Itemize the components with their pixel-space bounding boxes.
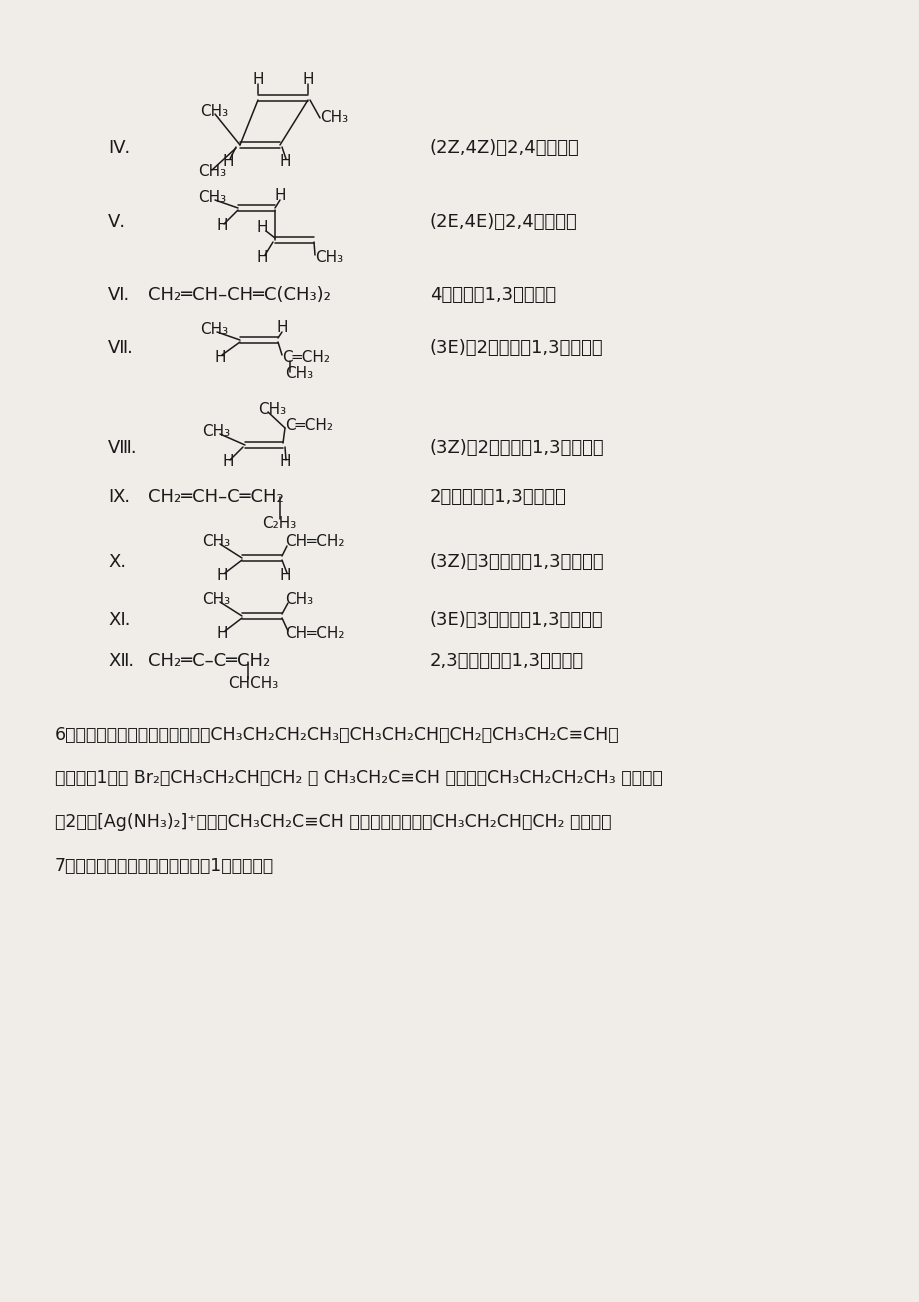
Text: CH═CH₂: CH═CH₂ bbox=[285, 535, 344, 549]
Text: CH₂═CH–C═CH₂: CH₂═CH–C═CH₂ bbox=[148, 488, 283, 506]
Text: 2－乙－基－1,3－丁二烯: 2－乙－基－1,3－丁二烯 bbox=[429, 488, 566, 506]
Text: Ⅸ.: Ⅸ. bbox=[108, 488, 130, 506]
Text: H: H bbox=[279, 155, 290, 169]
Text: C₂H₃: C₂H₃ bbox=[262, 516, 296, 530]
Text: CH₃: CH₃ bbox=[320, 111, 347, 125]
Text: Ⅶ.: Ⅶ. bbox=[108, 339, 134, 357]
Text: Ⅻ.: Ⅻ. bbox=[108, 652, 134, 671]
Text: CH₃: CH₃ bbox=[257, 402, 286, 418]
Text: H: H bbox=[256, 220, 267, 236]
Text: C═CH₂: C═CH₂ bbox=[285, 418, 333, 432]
Text: (3Z)－2－甲基－1,3－戊二烯: (3Z)－2－甲基－1,3－戊二烯 bbox=[429, 439, 604, 457]
Text: C═CH₂: C═CH₂ bbox=[282, 350, 330, 366]
Text: 2,3－二甲基－1,3－丁二烯: 2,3－二甲基－1,3－丁二烯 bbox=[429, 652, 584, 671]
Text: CHCH₃: CHCH₃ bbox=[228, 676, 278, 690]
Text: Ⅹ.: Ⅹ. bbox=[108, 553, 126, 572]
Text: (2Z,4Z)－2,4－乙二烯: (2Z,4Z)－2,4－乙二烯 bbox=[429, 139, 579, 158]
Text: CH₃: CH₃ bbox=[285, 592, 312, 608]
Text: CH₂═C–C═CH₂: CH₂═C–C═CH₂ bbox=[148, 652, 270, 671]
Text: CH₂═CH–CH═C(CH₃)₂: CH₂═CH–CH═C(CH₃)₂ bbox=[148, 286, 331, 303]
Text: 7、以乙炴或丙炴为原料合成：（1）正丙醇。: 7、以乙炴或丙炴为原料合成：（1）正丙醇。 bbox=[55, 857, 274, 875]
Text: H: H bbox=[279, 568, 290, 582]
Text: H: H bbox=[302, 73, 313, 87]
Text: 4－甲基－1,3－戊二烯: 4－甲基－1,3－戊二烯 bbox=[429, 286, 555, 303]
Text: Ⅳ.: Ⅳ. bbox=[108, 139, 130, 158]
Text: H: H bbox=[214, 349, 225, 365]
Text: CH₃: CH₃ bbox=[314, 250, 343, 264]
Text: CH₃: CH₃ bbox=[202, 535, 230, 549]
Text: (3E)－2－甲基－1,3－戊二烯: (3E)－2－甲基－1,3－戊二烯 bbox=[429, 339, 603, 357]
Text: CH₃: CH₃ bbox=[198, 190, 226, 206]
Text: CH₃: CH₃ bbox=[198, 164, 226, 180]
Text: CH₃: CH₃ bbox=[202, 592, 230, 608]
Text: H: H bbox=[274, 189, 286, 203]
Text: H: H bbox=[222, 454, 233, 470]
Text: CH₃: CH₃ bbox=[199, 323, 228, 337]
Text: H: H bbox=[216, 568, 228, 582]
Text: H: H bbox=[216, 219, 228, 233]
Text: H: H bbox=[252, 73, 264, 87]
Text: H: H bbox=[222, 155, 233, 169]
Text: (3Z)－3－甲基－1,3－戊二烯: (3Z)－3－甲基－1,3－戊二烯 bbox=[429, 553, 604, 572]
Text: Ⅴ.: Ⅴ. bbox=[108, 214, 126, 230]
Text: Ⅺ.: Ⅺ. bbox=[108, 611, 130, 629]
Text: （2）用[Ag(NH₃)₂]⁺溶液，CH₃CH₂C≡CH 可生成白色沉淠，CH₃CH₂CH＝CH₂ 不反应。: （2）用[Ag(NH₃)₂]⁺溶液，CH₃CH₂C≡CH 可生成白色沉淠，CH₃… bbox=[55, 812, 611, 831]
Text: CH₃: CH₃ bbox=[202, 424, 230, 440]
Text: H: H bbox=[276, 320, 288, 336]
Text: 解析：（1）用 Br₂，CH₃CH₂CH＝CH₂ 与 CH₃CH₂C≡CH 可褂色，CH₃CH₂CH₂CH₃ 不反应。: 解析：（1）用 Br₂，CH₃CH₂CH＝CH₂ 与 CH₃CH₂C≡CH 可褂… bbox=[55, 769, 662, 786]
Text: H: H bbox=[256, 250, 267, 264]
Text: (2E,4E)－2,4－乙二烯: (2E,4E)－2,4－乙二烯 bbox=[429, 214, 577, 230]
Text: Ⅵ.: Ⅵ. bbox=[108, 286, 130, 303]
Text: Ⅷ.: Ⅷ. bbox=[108, 439, 138, 457]
Text: (3E)－3－甲基－1,3－戊二烯: (3E)－3－甲基－1,3－戊二烯 bbox=[429, 611, 603, 629]
Text: CH═CH₂: CH═CH₂ bbox=[285, 625, 344, 641]
Text: H: H bbox=[279, 454, 290, 470]
Text: CH₃: CH₃ bbox=[285, 366, 312, 381]
Text: H: H bbox=[216, 625, 228, 641]
Text: 6、用化学方法鉴别下列化合物：CH₃CH₂CH₂CH₃，CH₃CH₂CH＝CH₂，CH₃CH₂C≡CH。: 6、用化学方法鉴别下列化合物：CH₃CH₂CH₂CH₃，CH₃CH₂CH＝CH₂… bbox=[55, 727, 619, 743]
Text: CH₃: CH₃ bbox=[199, 104, 228, 120]
